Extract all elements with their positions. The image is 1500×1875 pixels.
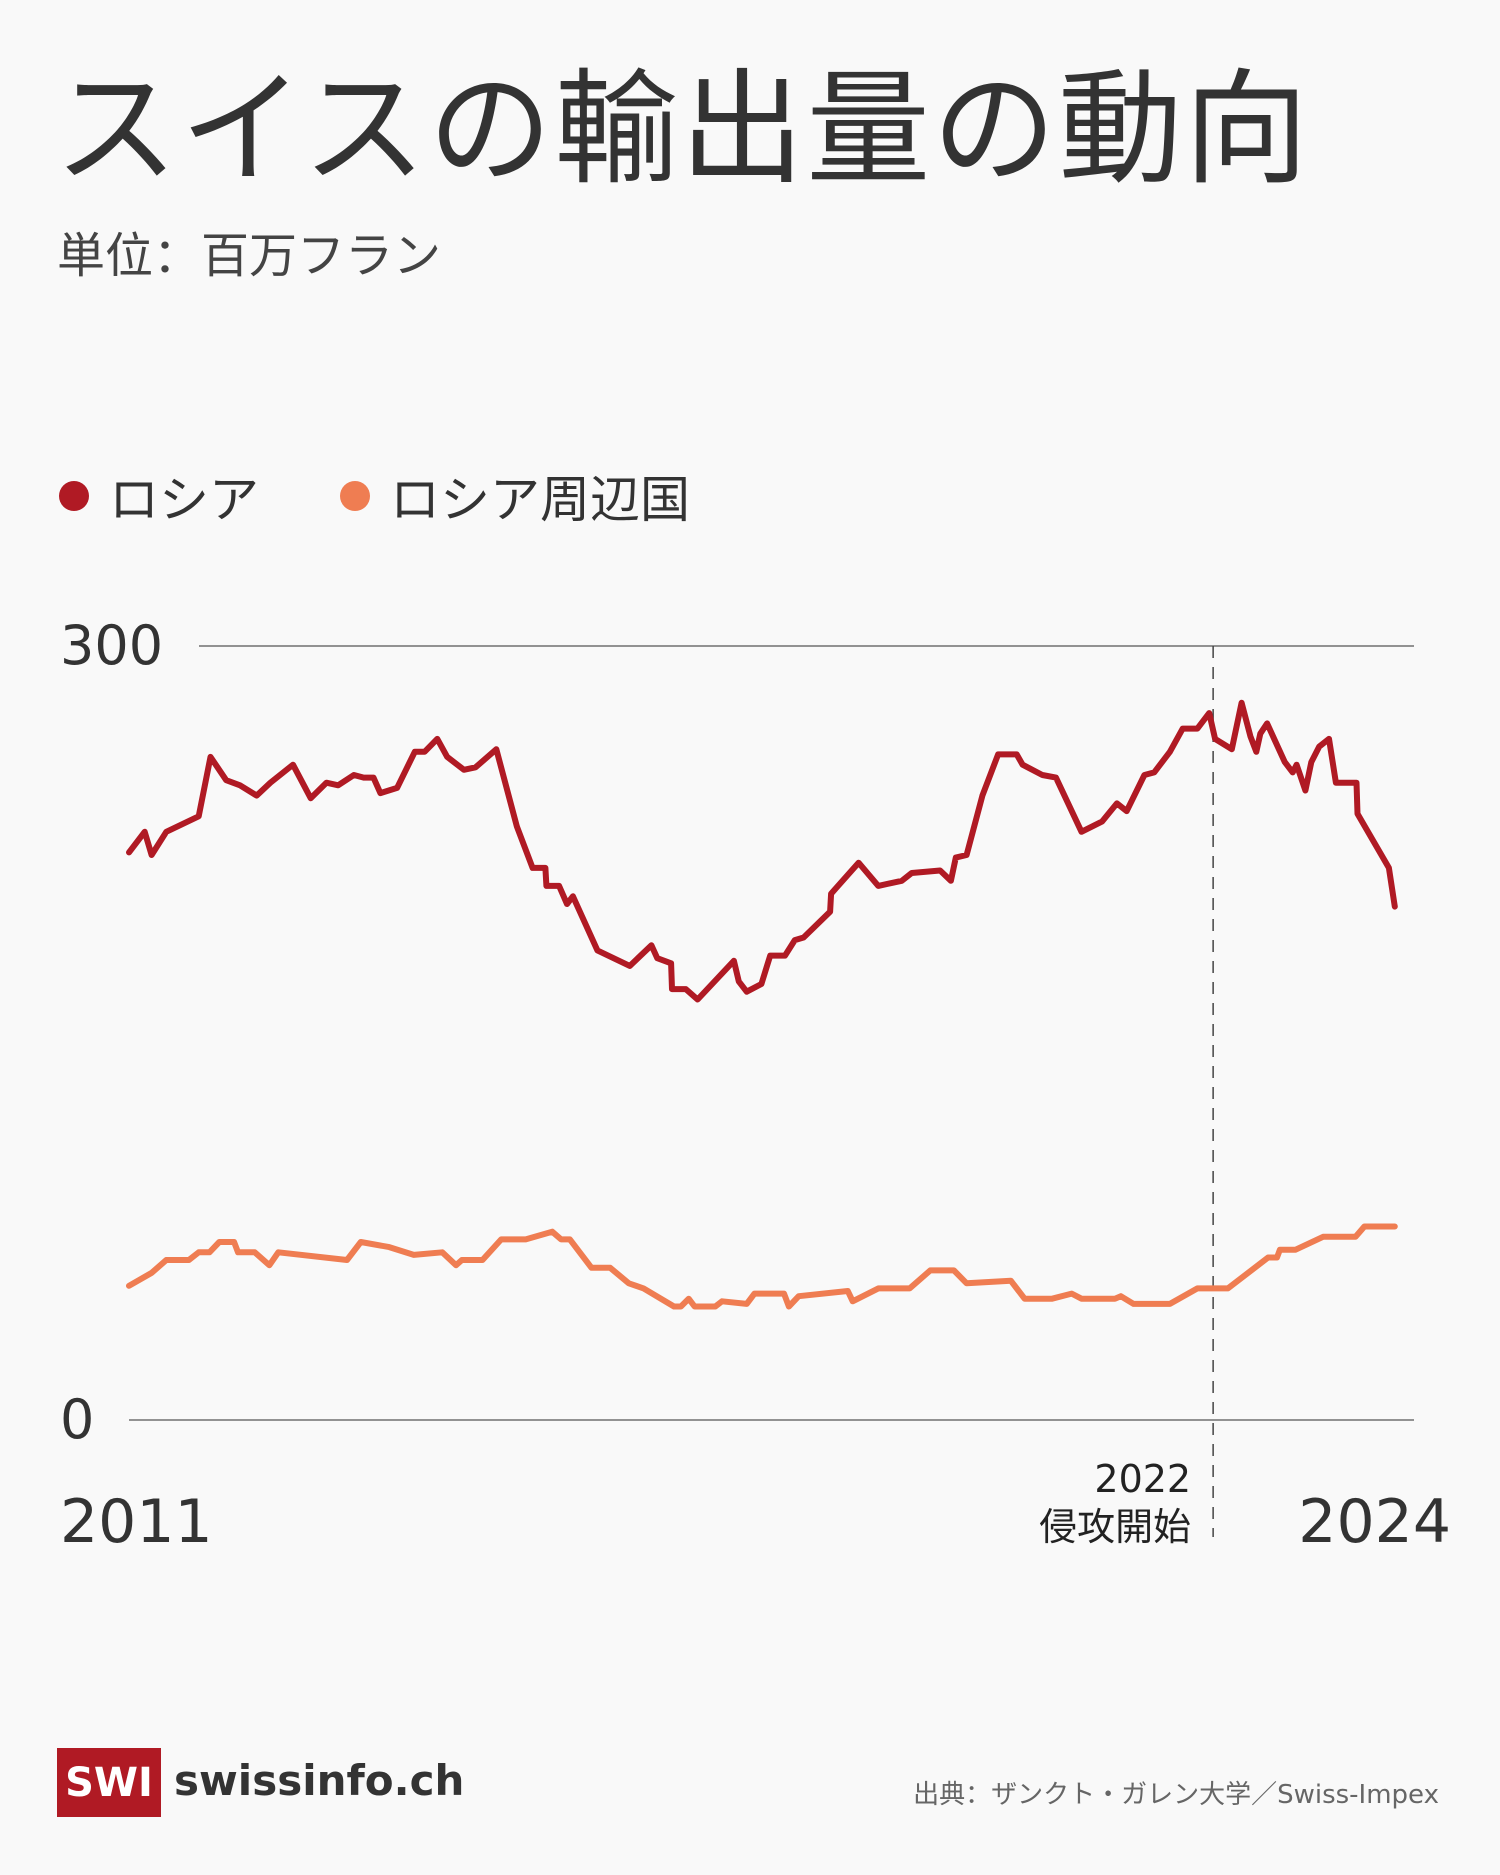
chart-title: スイスの輸出量の動向 (54, 58, 1311, 202)
logo-text: swissinfo.ch (174, 1756, 465, 1805)
legend-label-neighbors: ロシア周辺国 (390, 471, 690, 529)
legend-item-russia: ロシア (59, 460, 259, 532)
legend-label-russia: ロシア (109, 471, 259, 529)
legend-dot-russia-icon (59, 481, 89, 511)
legend-item-neighbors: ロシア周辺国 (340, 460, 690, 532)
x-label-end: 2024 (1298, 1487, 1451, 1557)
series-line-russia (126, 699, 1398, 1003)
y-tick-label-0: 0 (60, 1388, 94, 1451)
chart-subtitle-unit: 単位：百万フラン (57, 228, 442, 284)
logo-mark: SWI (65, 1759, 153, 1806)
legend-dot-neighbors-icon (340, 481, 370, 511)
annotation-year: 2022 (1094, 1457, 1191, 1501)
swi-logo: SWI (57, 1748, 161, 1817)
x-label-start: 2011 (60, 1487, 213, 1557)
y-tick-label-300: 300 (60, 614, 163, 677)
source-credit: 出典：ザンクト・ガレン大学／Swiss-Impex (913, 1780, 1439, 1810)
annotation-text: 侵攻開始 (1039, 1505, 1191, 1549)
series-line-neighbors (126, 1223, 1398, 1310)
